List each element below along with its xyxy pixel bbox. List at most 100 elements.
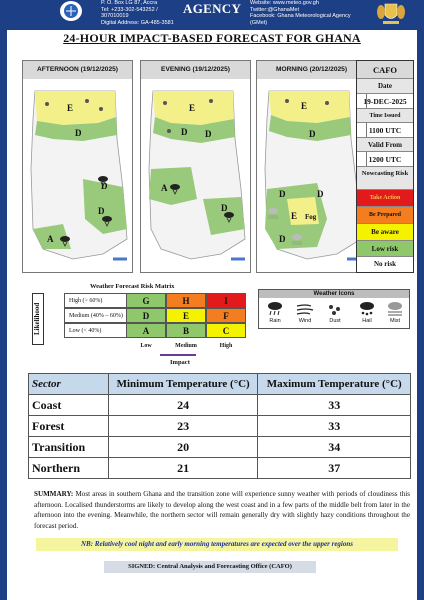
risk-letter: D bbox=[75, 128, 82, 138]
hail-icon bbox=[360, 302, 374, 316]
risk-letter: D bbox=[205, 129, 212, 139]
summary-paragraph: SUMMARY: Most areas in southern Ghana an… bbox=[34, 489, 410, 531]
ghana-map-morning: E D D D E D Fog bbox=[257, 79, 366, 272]
risk-letter: E bbox=[301, 101, 307, 111]
date-value: 19-DEC-2025 bbox=[357, 94, 413, 109]
dust-icon bbox=[163, 99, 213, 133]
risk-letter: A bbox=[47, 234, 54, 244]
risk-cell-i: I bbox=[206, 293, 246, 308]
table-row: Forest 23 33 bbox=[28, 415, 411, 437]
max-temperature: 37 bbox=[257, 457, 411, 479]
sector-name: Coast bbox=[28, 394, 109, 416]
column-header-sector: Sector bbox=[28, 373, 109, 395]
map-panel-afternoon: AFTERNOON (19/12/2025) E D D D A bbox=[22, 60, 133, 273]
header-banner: P. O. Box LG 87, Accra Tel: +233-302-543… bbox=[0, 0, 424, 30]
risk-matrix: Weather Forecast Risk Matrix Likelihood … bbox=[28, 283, 246, 368]
risk-cell-g: G bbox=[126, 293, 166, 308]
risk-cell-d: D bbox=[126, 308, 166, 323]
low-risk-badge: Low risk bbox=[357, 241, 413, 257]
sector-name: Transition bbox=[28, 436, 109, 458]
min-temperature: 23 bbox=[107, 415, 259, 437]
storm-icon bbox=[60, 236, 70, 247]
column-header-min: Minimum Temperature (°C) bbox=[107, 373, 259, 395]
rain-legend-item: Rain bbox=[262, 300, 288, 328]
no-risk-badge: No risk bbox=[357, 257, 413, 272]
risk-cell-a: A bbox=[126, 323, 166, 338]
mist-legend-item: Mist bbox=[382, 300, 408, 328]
coat-of-arms-icon bbox=[377, 3, 405, 24]
dust-icon bbox=[285, 99, 329, 105]
risk-cell-h: H bbox=[166, 293, 206, 308]
risk-letter: D bbox=[181, 127, 188, 137]
valid-from-label: Valid From bbox=[357, 138, 413, 152]
map-title: EVENING (19/12/2025) bbox=[141, 61, 250, 79]
dust-legend-item: Dust bbox=[322, 300, 348, 328]
risk-letter: D bbox=[98, 206, 105, 216]
take-action-badge: Take Action bbox=[357, 190, 413, 207]
risk-letter: D bbox=[317, 189, 324, 199]
min-temperature: 20 bbox=[107, 436, 259, 458]
impact-label: Impact bbox=[170, 359, 190, 366]
wind-icon bbox=[296, 304, 314, 315]
map-panel-morning: MORNING (20/12/2025) E D D D E D Fog bbox=[256, 60, 367, 273]
risk-letter: D bbox=[101, 181, 108, 191]
risk-cell-e: E bbox=[166, 308, 206, 323]
signed-line: SIGNED: Central Analysis and Forecasting… bbox=[104, 561, 316, 573]
be-prepared-badge: Be Prepared bbox=[357, 207, 413, 224]
ghana-map-afternoon: E D D D A bbox=[23, 79, 132, 272]
storm-icon bbox=[170, 184, 180, 195]
page-title: 24-HOUR IMPACT-BASED FORECAST FOR GHANA bbox=[63, 31, 361, 45]
left-border bbox=[0, 30, 7, 600]
ghana-map-evening: E D D A D bbox=[141, 79, 250, 272]
mist-icon bbox=[388, 302, 402, 316]
fog-label: Fog bbox=[305, 213, 317, 221]
map-title: AFTERNOON (19/12/2025) bbox=[23, 61, 132, 79]
temperature-table: Sector Minimum Temperature (°C) Maximum … bbox=[28, 373, 411, 479]
likelihood-label: Likelihood bbox=[32, 293, 44, 345]
map-title: MORNING (20/12/2025) bbox=[257, 61, 366, 79]
contact-info: P. O. Box LG 87, Accra Tel: +233-302-543… bbox=[101, 0, 174, 26]
storm-icon bbox=[98, 176, 108, 187]
risk-letter: A bbox=[161, 183, 168, 193]
risk-letter: D bbox=[279, 189, 286, 199]
table-row: Transition 20 34 bbox=[28, 436, 411, 458]
storm-icon bbox=[224, 212, 234, 223]
sector-name: Northern bbox=[28, 457, 109, 479]
nb-note: NB: Relatively cool night and early morn… bbox=[36, 538, 398, 551]
date-label: Date bbox=[357, 79, 413, 94]
time-issued-value: 1100 UTC bbox=[357, 123, 413, 138]
table-row: Coast 24 33 bbox=[28, 394, 411, 416]
hail-legend-item: Hail bbox=[354, 300, 380, 328]
risk-letter: D bbox=[279, 234, 286, 244]
risk-letter: D bbox=[221, 203, 228, 213]
risk-cell-c: C bbox=[206, 323, 246, 338]
max-temperature: 33 bbox=[257, 415, 411, 437]
table-header-row: Sector Minimum Temperature (°C) Maximum … bbox=[28, 373, 411, 395]
impact-arrow-line bbox=[160, 354, 196, 356]
storm-icon bbox=[102, 216, 112, 227]
map-panel-evening: EVENING (19/12/2025) E D D A D bbox=[140, 60, 251, 273]
max-temperature: 34 bbox=[257, 436, 411, 458]
right-border bbox=[417, 30, 424, 600]
valid-from-value: 1200 UTC bbox=[357, 152, 413, 167]
risk-letter: D bbox=[309, 129, 316, 139]
weather-icons-legend: Weather Icons Rain Wind Dust Hail Mist bbox=[258, 289, 410, 329]
summary-label: SUMMARY: bbox=[34, 490, 74, 498]
weather-icons-title: Weather Icons bbox=[259, 290, 409, 298]
social-info: Website: www.meteo.gov.gh Twitter:@Ghana… bbox=[250, 0, 351, 26]
be-aware-badge: Be aware bbox=[357, 224, 413, 241]
table-row: Northern 21 37 bbox=[28, 457, 411, 479]
cafo-header: CAFO bbox=[357, 61, 413, 79]
risk-cell-f: F bbox=[206, 308, 246, 323]
min-temperature: 21 bbox=[107, 457, 259, 479]
impact-col-medium: Medium bbox=[175, 343, 197, 349]
dust-icon bbox=[45, 99, 103, 111]
summary-text: Most areas in southern Ghana and the tra… bbox=[34, 490, 410, 530]
time-issued-label: Time Issued bbox=[357, 109, 413, 123]
risk-letter: E bbox=[67, 103, 73, 113]
max-temperature: 33 bbox=[257, 394, 411, 416]
wmo-logo-icon bbox=[60, 1, 82, 21]
rain-icon bbox=[268, 302, 282, 316]
nowcasting-label: Nowcasting Risk bbox=[357, 167, 413, 190]
min-temperature: 24 bbox=[107, 394, 259, 416]
